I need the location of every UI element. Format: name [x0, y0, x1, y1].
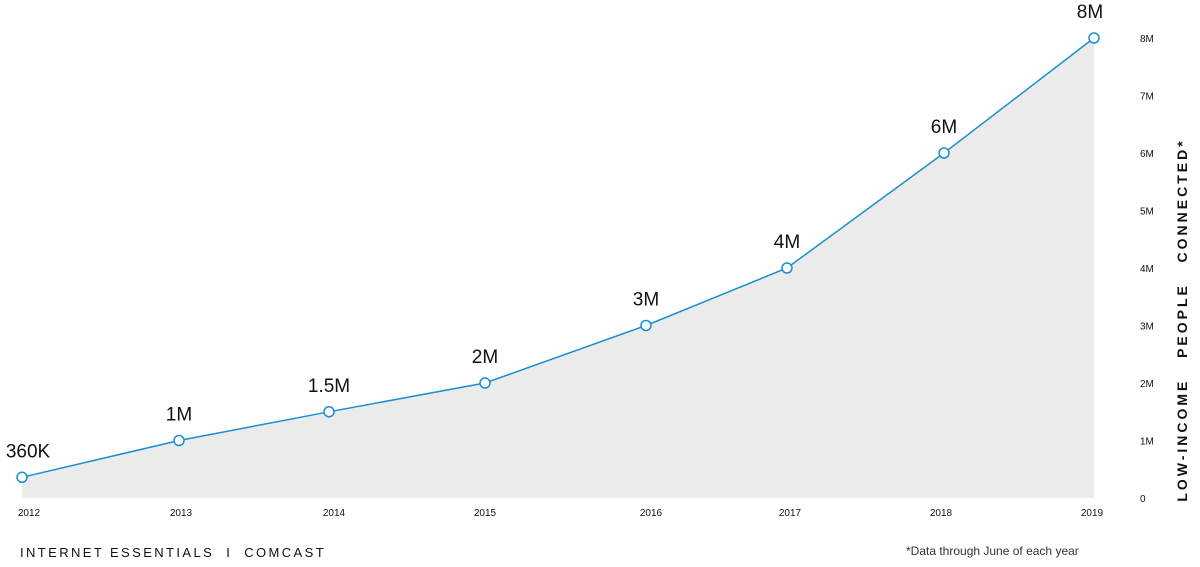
- data-point-2012: [16, 471, 28, 484]
- x-axis-ticks: 2012 2013 2014 2015 2016 2017 2018 2019: [18, 508, 1104, 519]
- x-tick-2016: 2016: [640, 508, 663, 519]
- footer-brand: INTERNET ESSENTIALS I COMCAST: [20, 545, 327, 560]
- y-axis-ticks: 0 1M 2M 3M 4M 5M 6M 7M 8M: [1140, 34, 1154, 505]
- x-tick-2013: 2013: [170, 508, 193, 519]
- data-label-2016: 3M: [633, 290, 659, 311]
- y-tick-4M: 4M: [1140, 264, 1154, 275]
- data-labels: 360K 1M 1.5M 2M 3M 4M 6M 8M: [6, 2, 1103, 462]
- y-tick-5M: 5M: [1140, 207, 1154, 218]
- series-line: [21, 37, 1095, 479]
- x-tick-2012: 2012: [18, 508, 41, 519]
- data-point-2015: [479, 377, 491, 389]
- y-axis-title: LOW-INCOME PEOPLE CONNECTED*: [1174, 138, 1190, 501]
- area-fill: [22, 38, 1094, 498]
- x-tick-2015: 2015: [474, 508, 497, 519]
- data-point-2017: [781, 262, 793, 274]
- x-tick-2019: 2019: [1081, 508, 1104, 519]
- data-label-2012: 360K: [6, 441, 51, 462]
- data-markers: [16, 32, 1100, 484]
- y-tick-2M: 2M: [1140, 379, 1154, 390]
- data-point-2013: [173, 434, 185, 447]
- data-label-2019: 8M: [1077, 2, 1103, 23]
- y-tick-8M: 8M: [1140, 34, 1154, 45]
- y-tick-6M: 6M: [1140, 149, 1154, 160]
- data-point-2014: [323, 406, 335, 418]
- y-tick-7M: 7M: [1140, 92, 1154, 103]
- footer-note: *Data through June of each year: [906, 544, 1079, 558]
- y-tick-0: 0: [1140, 494, 1146, 505]
- data-point-2016: [640, 319, 652, 332]
- x-tick-2018: 2018: [930, 508, 953, 519]
- y-tick-3M: 3M: [1140, 322, 1154, 333]
- x-tick-2017: 2017: [779, 508, 802, 519]
- data-point-2018: [938, 147, 950, 159]
- y-tick-1M: 1M: [1140, 437, 1154, 448]
- x-tick-2014: 2014: [323, 508, 346, 519]
- data-point-2019: [1088, 32, 1100, 44]
- data-label-2013: 1M: [166, 405, 192, 426]
- data-label-2017: 4M: [774, 232, 800, 253]
- data-label-2015: 2M: [472, 347, 498, 368]
- data-label-2018: 6M: [931, 117, 957, 138]
- data-label-2014: 1.5M: [308, 376, 350, 397]
